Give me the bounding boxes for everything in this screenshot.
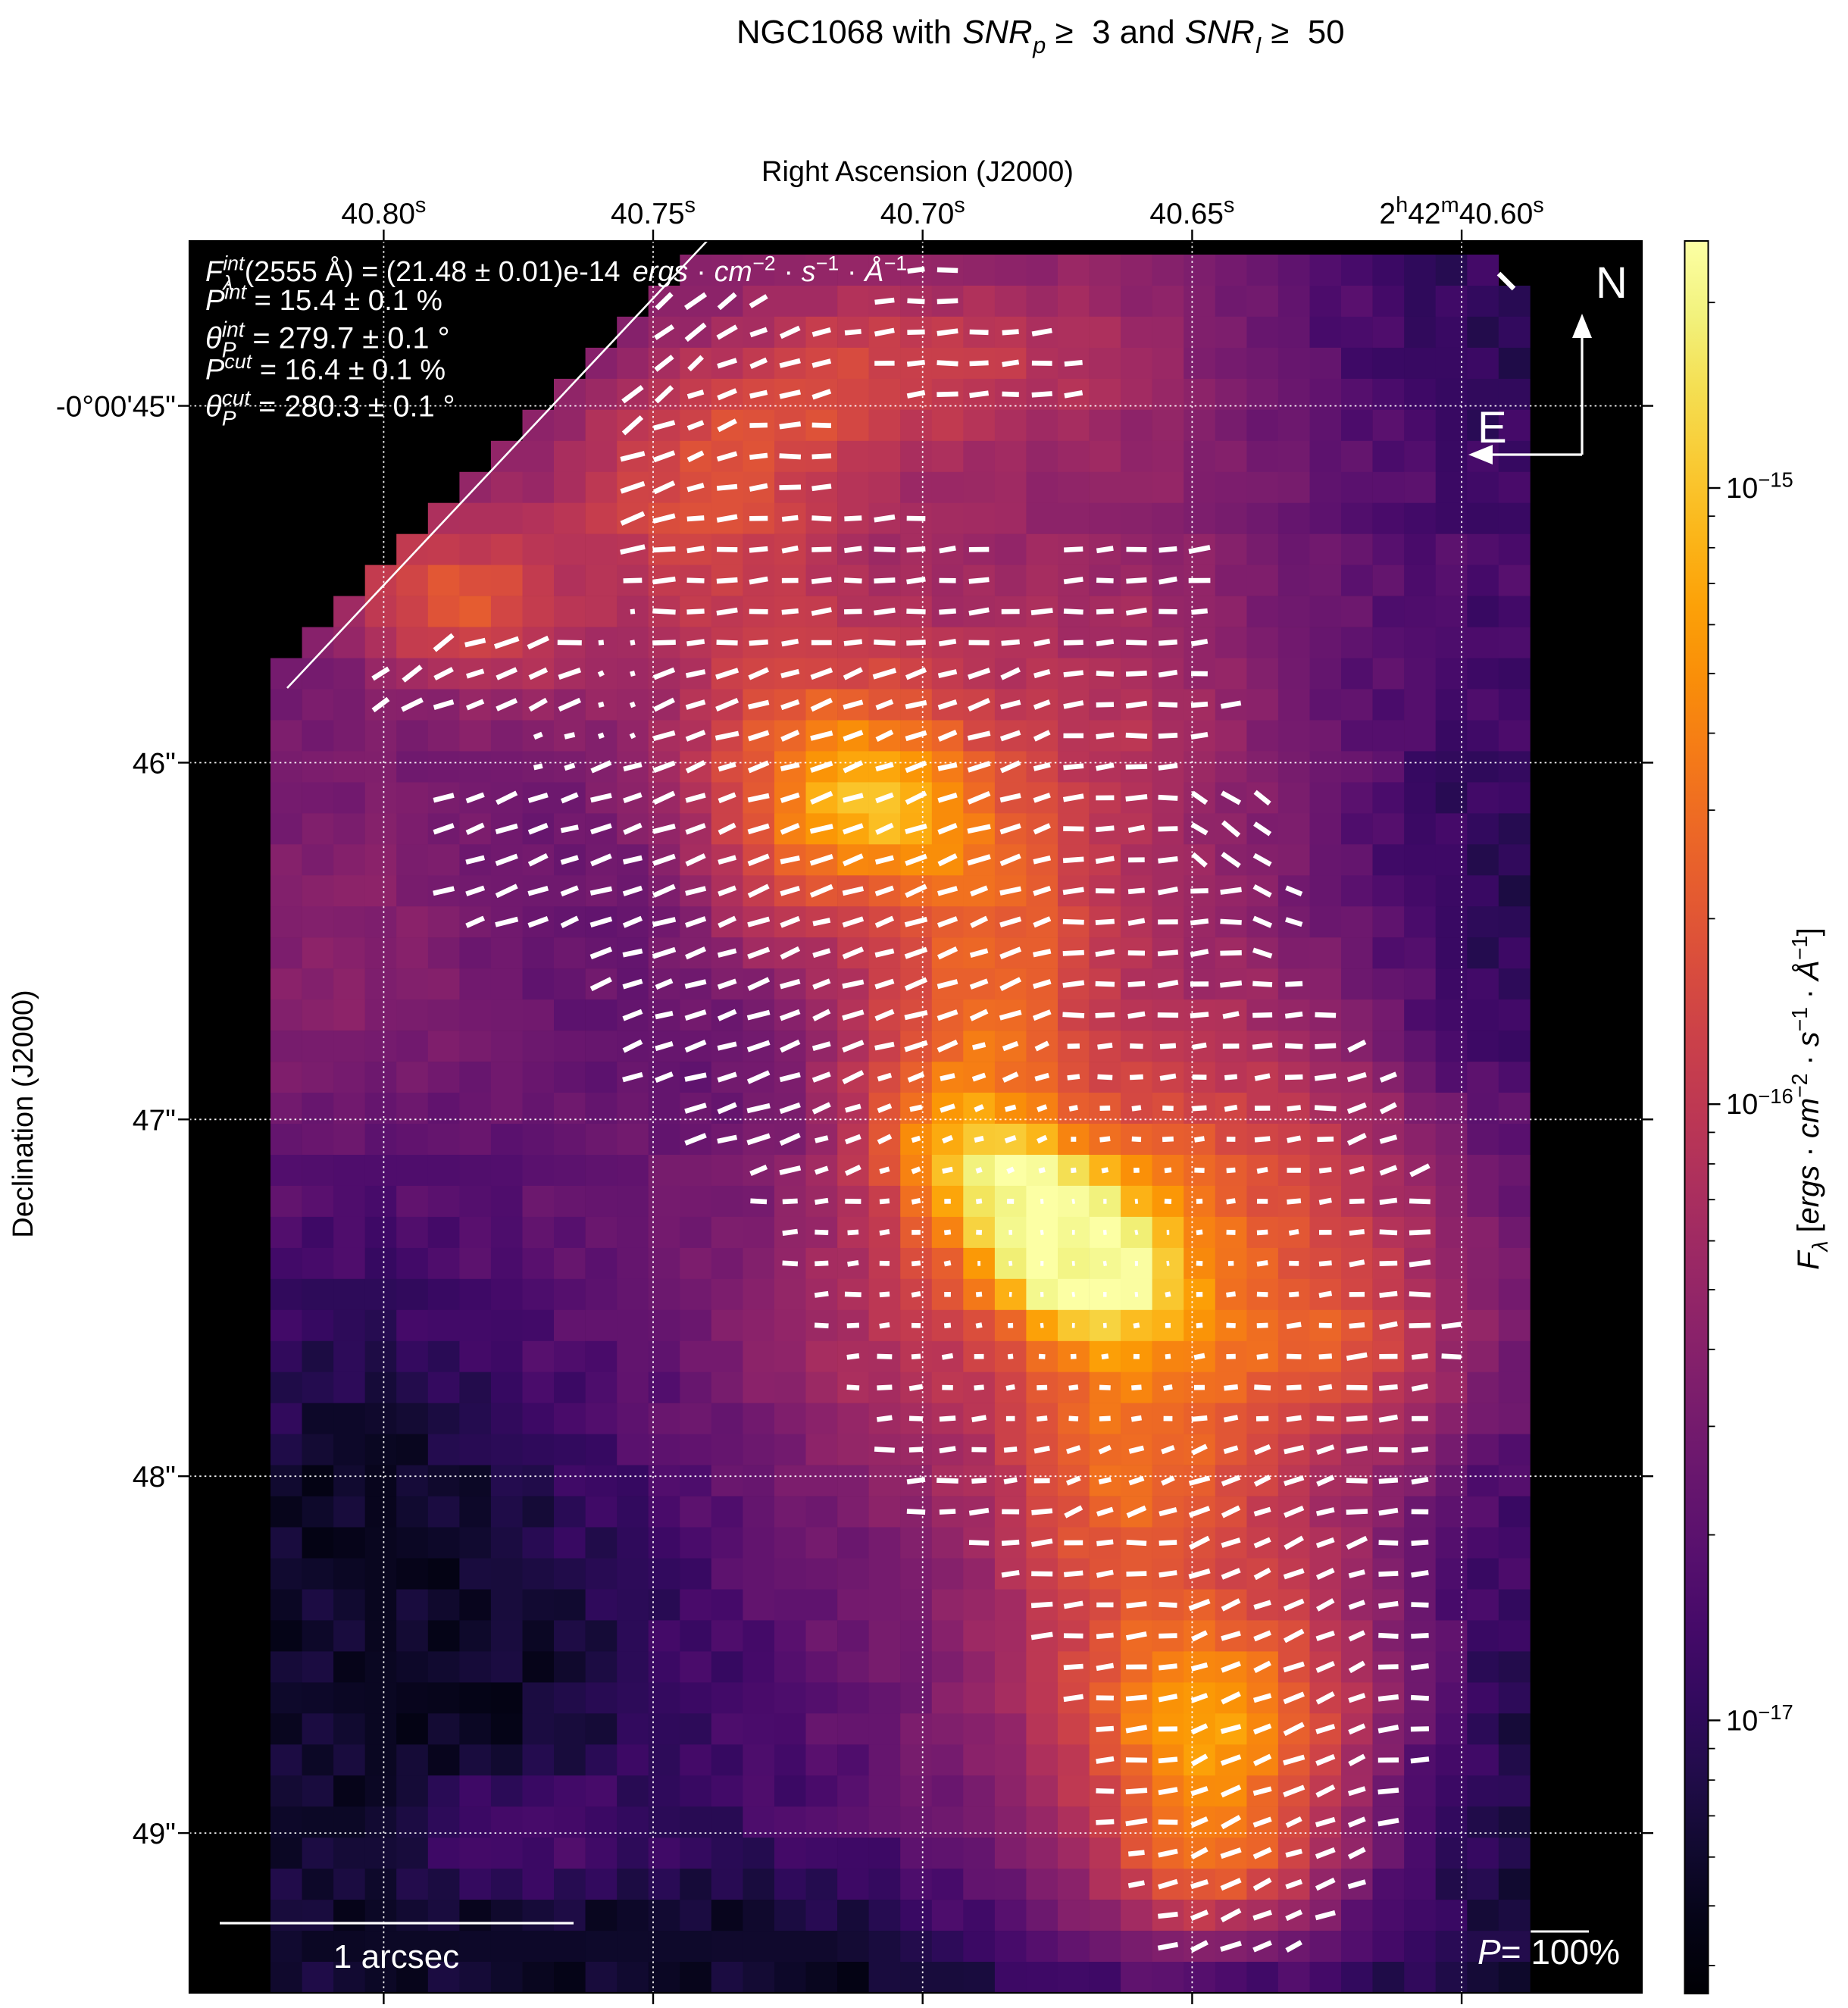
svg-text:cm: cm bbox=[1792, 1098, 1825, 1138]
svg-text:λ: λ bbox=[1809, 1241, 1833, 1253]
svg-text:s: s bbox=[1792, 1031, 1825, 1046]
svg-text:NGC1068 with: NGC1068 with bbox=[736, 14, 961, 51]
svg-text:int: int bbox=[222, 317, 245, 341]
svg-text:θ: θ bbox=[205, 322, 222, 355]
svg-text:40.80: 40.80 bbox=[341, 198, 415, 230]
svg-text:s: s bbox=[954, 193, 965, 217]
svg-text:s: s bbox=[802, 255, 816, 287]
svg-text:·: · bbox=[840, 255, 865, 287]
svg-text:cm: cm bbox=[714, 255, 752, 287]
svg-text:40.65: 40.65 bbox=[1149, 198, 1224, 230]
svg-text:−16: −16 bbox=[1758, 1084, 1793, 1108]
svg-text:·: · bbox=[776, 255, 801, 287]
svg-text:≥: ≥ bbox=[1046, 14, 1092, 51]
svg-text:p: p bbox=[1032, 33, 1046, 58]
svg-text:= 100%: = 100% bbox=[1501, 1932, 1620, 1972]
svg-text:Declination (J2000): Declination (J2000) bbox=[8, 990, 39, 1237]
svg-text:Å: Å bbox=[1791, 960, 1825, 982]
svg-text:50: 50 bbox=[1308, 14, 1345, 51]
svg-text:P: P bbox=[222, 405, 236, 430]
svg-text:·: · bbox=[1792, 981, 1825, 1008]
svg-text:10: 10 bbox=[1726, 1705, 1758, 1737]
svg-text:·: · bbox=[689, 255, 714, 287]
svg-text:s: s bbox=[1533, 193, 1543, 217]
svg-text:s: s bbox=[685, 193, 696, 217]
svg-text:−2: −2 bbox=[1788, 1073, 1812, 1097]
svg-text:−1: −1 bbox=[816, 252, 839, 275]
svg-text:40.70: 40.70 bbox=[880, 198, 955, 230]
svg-text:48": 48" bbox=[133, 1461, 176, 1493]
svg-text:cut: cut bbox=[224, 350, 252, 373]
svg-text:1 arcsec: 1 arcsec bbox=[333, 1938, 459, 1975]
svg-text:P: P bbox=[205, 284, 225, 317]
svg-text:= 279.7 ± 0.1 °: = 279.7 ± 0.1 ° bbox=[244, 322, 449, 355]
svg-text:·: · bbox=[1792, 1046, 1825, 1074]
svg-text:F: F bbox=[1792, 1250, 1825, 1270]
svg-text:N: N bbox=[1596, 258, 1628, 308]
svg-text:ergs: ergs bbox=[633, 255, 688, 287]
svg-text:P: P bbox=[1477, 1932, 1501, 1972]
svg-text:Right Ascension (J2000): Right Ascension (J2000) bbox=[761, 156, 1074, 188]
svg-text:−2: −2 bbox=[752, 252, 775, 275]
svg-text:h: h bbox=[1396, 193, 1408, 217]
svg-text:SNR: SNR bbox=[1185, 14, 1255, 51]
svg-text:Å: Å bbox=[863, 255, 883, 287]
svg-text:−1: −1 bbox=[884, 252, 907, 275]
svg-text:s: s bbox=[415, 193, 426, 217]
svg-text:P: P bbox=[205, 355, 225, 386]
svg-text:40.75: 40.75 bbox=[611, 198, 685, 230]
svg-text:10: 10 bbox=[1726, 1089, 1758, 1121]
svg-text:−17: −17 bbox=[1758, 1700, 1793, 1724]
svg-text:−15: −15 bbox=[1758, 468, 1793, 492]
svg-text:= 280.3 ± 0.1 °: = 280.3 ± 0.1 ° bbox=[250, 390, 455, 424]
svg-text:≥: ≥ bbox=[1262, 14, 1307, 51]
svg-text:= 15.4 ± 0.1 %: = 15.4 ± 0.1 % bbox=[246, 284, 442, 317]
svg-text:m: m bbox=[1441, 193, 1459, 217]
svg-text:40.60: 40.60 bbox=[1459, 198, 1534, 230]
svg-text:E: E bbox=[1477, 403, 1507, 452]
svg-text:2: 2 bbox=[1379, 198, 1396, 230]
svg-text:42: 42 bbox=[1408, 198, 1440, 230]
svg-text:λ: λ bbox=[221, 271, 233, 294]
svg-text:int: int bbox=[224, 280, 247, 303]
svg-text:F: F bbox=[205, 255, 224, 287]
svg-text:(2555 Å) = (21.48 ± 0.01)e-14: (2555 Å) = (21.48 ± 0.01)e-14 bbox=[245, 255, 628, 287]
svg-text:[: [ bbox=[1792, 1224, 1825, 1240]
svg-text:θ: θ bbox=[205, 390, 222, 424]
svg-text:= 16.4 ± 0.1 %: = 16.4 ± 0.1 % bbox=[252, 355, 446, 386]
svg-text:I: I bbox=[1255, 33, 1262, 58]
svg-text:ergs: ergs bbox=[1792, 1165, 1825, 1225]
svg-text:-0°00'45": -0°00'45" bbox=[56, 391, 176, 424]
svg-text:10: 10 bbox=[1726, 473, 1758, 505]
svg-text:·: · bbox=[1792, 1138, 1825, 1165]
svg-text:46": 46" bbox=[133, 748, 176, 780]
svg-text:SNR: SNR bbox=[962, 14, 1032, 51]
svg-text:49": 49" bbox=[133, 1818, 176, 1850]
svg-text:47": 47" bbox=[133, 1104, 176, 1137]
svg-text:cut: cut bbox=[222, 385, 252, 409]
svg-text:−1: −1 bbox=[1788, 936, 1812, 960]
svg-text:]: ] bbox=[1792, 927, 1825, 936]
svg-text:s: s bbox=[1224, 193, 1234, 217]
svg-text:−1: −1 bbox=[1788, 1007, 1812, 1031]
svg-text:3 and: 3 and bbox=[1092, 14, 1184, 51]
svg-text:P: P bbox=[222, 337, 236, 361]
svg-text:int: int bbox=[223, 252, 245, 275]
